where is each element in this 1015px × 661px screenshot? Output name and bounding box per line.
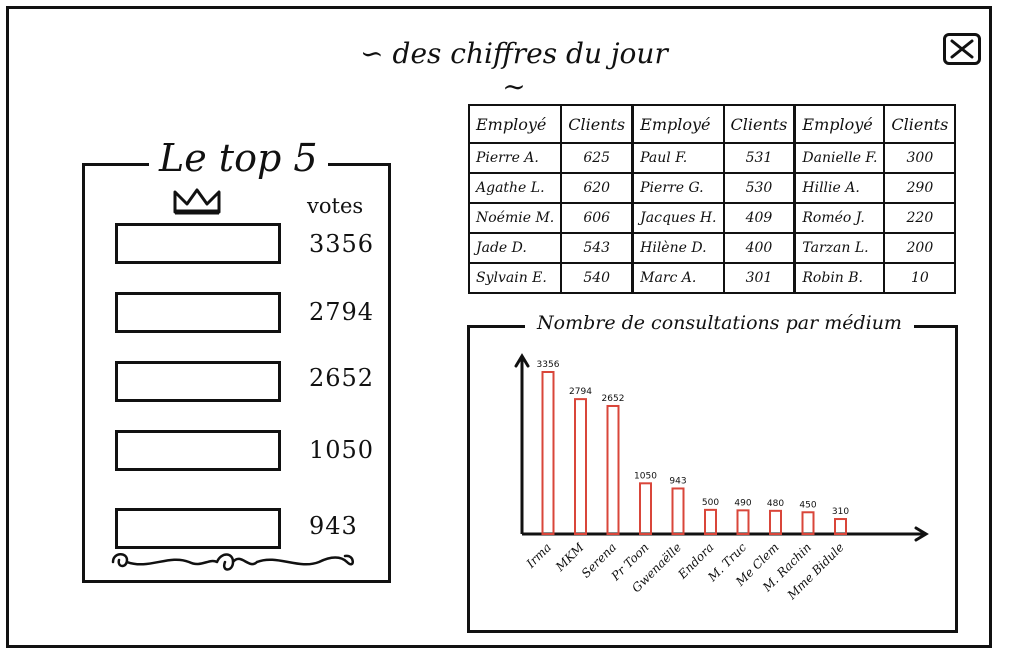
table-cell: Paul F. — [631, 142, 725, 174]
top5-vote-2: 2794 — [309, 298, 375, 326]
header-clients-1: Clients — [560, 104, 634, 144]
table-cell: 543 — [560, 232, 634, 264]
bar-value-label: 450 — [799, 500, 816, 510]
dashboard-window: ∽ des chiffres du jour ∼ Le top 5 votes … — [6, 6, 992, 648]
bar-value-label: 310 — [832, 507, 849, 517]
x-tick-label: Irma — [523, 540, 554, 571]
table-cell: Roméo J. — [793, 202, 886, 234]
table-cell: 620 — [560, 172, 634, 204]
votes-label: votes — [307, 194, 364, 218]
close-icon — [950, 39, 974, 59]
header-clients-2: Clients — [722, 104, 796, 144]
top5-vote-5: 943 — [309, 512, 358, 540]
table-cell: Jade D. — [467, 232, 563, 264]
chart-bar — [801, 511, 815, 535]
top5-vote-4: 1050 — [309, 436, 375, 464]
bar-value-label: 2652 — [602, 394, 625, 404]
chart-bar — [671, 487, 685, 535]
table-cell: Danielle F. — [793, 142, 886, 174]
header-employe-3: Employé — [793, 104, 886, 144]
top5-panel: Le top 5 votes 3356 2794 2652 1050 943 — [82, 132, 391, 583]
crown-icon — [173, 188, 221, 215]
top5-entry-5[interactable] — [115, 508, 281, 549]
table-cell: 409 — [722, 202, 796, 234]
table-row: Noémie M. 606 Jacques H. 409 Roméo J. 22… — [467, 202, 957, 234]
bar-value-label: 490 — [734, 498, 751, 508]
top5-entry-1[interactable] — [115, 223, 281, 264]
table-cell: 531 — [722, 142, 796, 174]
table-cell: 290 — [883, 172, 957, 204]
table-cell: 220 — [883, 202, 957, 234]
table-cell: Robin B. — [793, 262, 886, 294]
table-header-row: Employé Clients Employé Clients Employé … — [467, 104, 957, 144]
table-cell: Agathe L. — [467, 172, 563, 204]
page-title: ∽ des chiffres du jour ∼ — [360, 37, 668, 103]
table-cell: 300 — [883, 142, 957, 174]
table-cell: Pierre A. — [467, 142, 563, 174]
table-cell: Hillie A. — [793, 172, 886, 204]
top5-entry-3[interactable] — [115, 361, 281, 402]
chart-bar — [639, 482, 652, 536]
chart-bar — [834, 518, 847, 535]
top5-vote-3: 2652 — [309, 364, 375, 392]
consultations-bar-chart: 3356 2794 2652 1050 943 500 490 480 450 310 Irma M… — [514, 353, 929, 603]
chart-bar — [769, 509, 782, 535]
header-employe-2: Employé — [631, 104, 725, 144]
header-employe-1: Employé — [467, 104, 563, 144]
table-cell: Sylvain E. — [467, 262, 563, 294]
chart-bar — [541, 371, 555, 535]
table-cell: Tarzan L. — [793, 232, 886, 264]
bar-value-label: 500 — [702, 498, 719, 508]
bar-value-label: 3356 — [537, 360, 560, 370]
table-cell: 400 — [722, 232, 796, 264]
scroll-ornament-icon — [111, 553, 354, 571]
table-cell: 530 — [722, 172, 796, 204]
table-cell: Marc A. — [631, 262, 725, 294]
table-cell: 10 — [883, 262, 957, 294]
table-cell: 301 — [722, 262, 796, 294]
y-axis-arrow — [514, 353, 530, 368]
top5-vote-1: 3356 — [309, 230, 375, 258]
chart-title: Nombre de consultations par médium — [525, 312, 914, 334]
top5-entry-2[interactable] — [115, 292, 281, 333]
table-cell: 625 — [560, 142, 634, 174]
top5-title: Le top 5 — [149, 132, 328, 184]
table-row: Agathe L. 620 Pierre G. 530 Hillie A. 29… — [467, 172, 957, 204]
chart-bar — [606, 404, 620, 536]
table-cell: 200 — [883, 232, 957, 264]
header-clients-3: Clients — [883, 104, 957, 144]
table-row: Jade D. 543 Hilène D. 400 Tarzan L. 200 — [467, 232, 957, 264]
bar-value-label: 1050 — [634, 471, 657, 481]
employees-table: Employé Clients Employé Clients Employé … — [467, 104, 957, 294]
close-button[interactable] — [943, 33, 981, 65]
table-cell: Pierre G. — [631, 172, 725, 204]
table-row: Sylvain E. 540 Marc A. 301 Robin B. 10 — [467, 262, 957, 294]
bar-value-label: 943 — [669, 476, 686, 486]
table-cell: Jacques H. — [631, 202, 725, 234]
bar-value-label: 480 — [767, 499, 784, 509]
table-cell: Noémie M. — [467, 202, 563, 234]
bar-value-label: 2794 — [569, 387, 592, 397]
consultations-chart-panel: Nombre de consultations par médium 3356 2… — [467, 312, 958, 633]
chart-bar — [704, 508, 717, 535]
chart-bar — [574, 398, 587, 535]
table-cell: Hilène D. — [631, 232, 725, 264]
top5-entry-4[interactable] — [115, 430, 281, 471]
table-row: Pierre A. 625 Paul F. 531 Danielle F. 30… — [467, 142, 957, 174]
x-axis-arrow — [914, 526, 929, 542]
x-tick-label: Mme Bidule — [784, 540, 847, 603]
table-cell: 540 — [560, 262, 634, 294]
table-cell: 606 — [560, 202, 634, 234]
chart-bar — [736, 509, 750, 536]
